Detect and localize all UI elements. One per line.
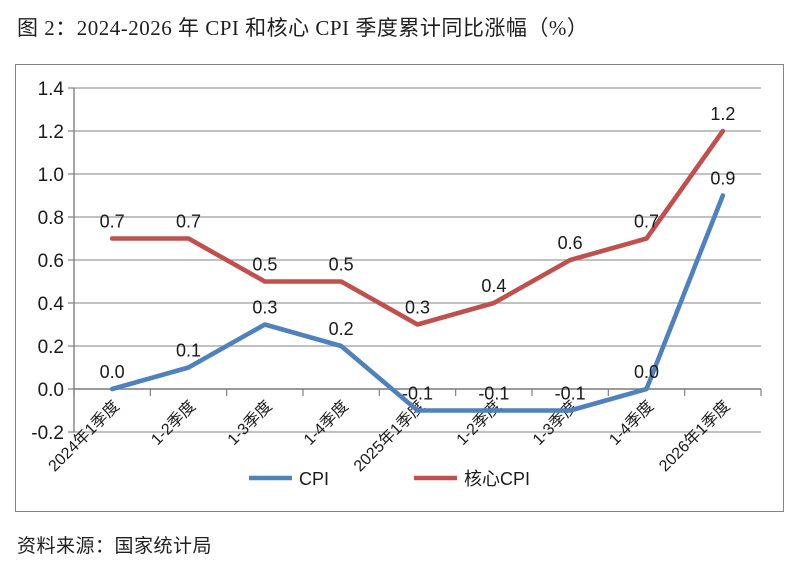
core-cpi-data-label: 1.2 bbox=[710, 104, 735, 124]
y-tick-label: 0.2 bbox=[38, 337, 64, 358]
core-cpi-data-label: 0.3 bbox=[405, 298, 430, 318]
x-tick-label: 1-4季度 bbox=[606, 397, 658, 449]
y-tick-label: 0.0 bbox=[38, 380, 64, 401]
cpi-data-label: -0.1 bbox=[555, 384, 586, 404]
core-cpi-data-label: 0.7 bbox=[100, 212, 125, 232]
cpi-data-label: -0.1 bbox=[478, 384, 509, 404]
cpi-line bbox=[109, 193, 726, 413]
core-cpi-data-label: 0.4 bbox=[481, 276, 506, 296]
figure-title: 图 2：2024-2026 年 CPI 和核心 CPI 季度累计同比涨幅（%） bbox=[17, 16, 589, 40]
core-cpi-data-label: 0.5 bbox=[329, 255, 354, 275]
source-note: 资料来源：国家统计局 bbox=[17, 536, 213, 557]
legend-label-cpi: CPI bbox=[299, 469, 329, 489]
cpi-data-label: 0.0 bbox=[100, 362, 125, 382]
cpi-data-label: 0.2 bbox=[329, 319, 354, 339]
x-tick-label: 1-2季度 bbox=[453, 397, 505, 449]
core-cpi-line bbox=[109, 128, 726, 327]
core-cpi-data-label: 0.7 bbox=[634, 212, 659, 232]
cpi-data-label: 0.1 bbox=[176, 341, 201, 361]
cpi-data-label: -0.1 bbox=[402, 384, 433, 404]
y-tick-label: 1.0 bbox=[38, 165, 64, 186]
core-cpi-data-label: 0.7 bbox=[176, 212, 201, 232]
chart-frame: -0.2 0.0 0.2 0.4 0.6 0.8 1.0 1.2 1.4 2024年1季度 1-2季… bbox=[15, 64, 784, 512]
x-tick-label: 2026年1季度 bbox=[656, 397, 734, 475]
core-cpi-data-label: 0.6 bbox=[558, 233, 583, 253]
y-tick-label: 0.8 bbox=[38, 208, 64, 229]
cpi-data-label: 0.9 bbox=[710, 169, 735, 189]
y-tick-label: 1.2 bbox=[38, 122, 64, 143]
x-tick-label: 1-3季度 bbox=[529, 397, 581, 449]
y-tick-label: 0.4 bbox=[38, 294, 65, 315]
y-tick-label: -0.2 bbox=[31, 423, 64, 444]
x-tick-label: 1-3季度 bbox=[224, 397, 276, 449]
cpi-data-label: 0.3 bbox=[252, 298, 277, 318]
y-tick-label: 1.4 bbox=[38, 79, 65, 100]
y-tick-label: 0.6 bbox=[38, 251, 64, 272]
x-tick-label: 1-2季度 bbox=[148, 397, 200, 449]
legend-label-core-cpi: 核心CPI bbox=[464, 469, 530, 489]
cpi-data-label: 0.0 bbox=[634, 362, 659, 382]
core-cpi-data-label: 0.5 bbox=[252, 255, 277, 275]
x-tick-label: 1-4季度 bbox=[300, 397, 352, 449]
